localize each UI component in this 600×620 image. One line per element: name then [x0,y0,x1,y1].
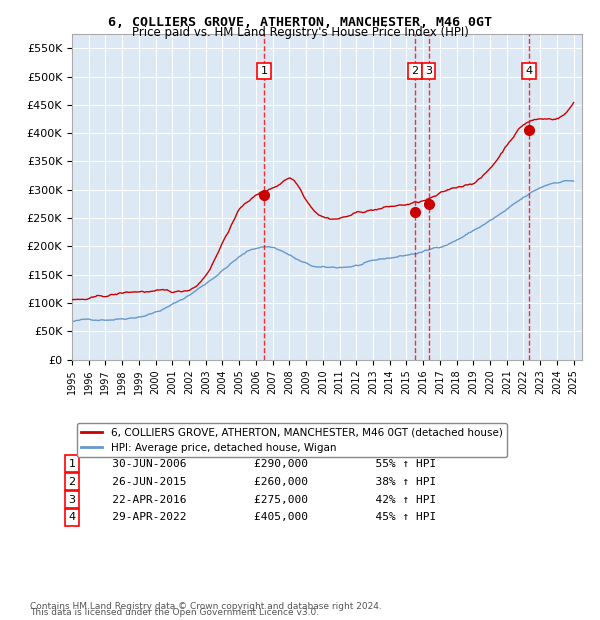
Text: This data is licensed under the Open Government Licence v3.0.: This data is licensed under the Open Gov… [30,608,319,617]
Text: 4: 4 [526,66,533,76]
Text: 29-APR-2022          £405,000          45% ↑ HPI: 29-APR-2022 £405,000 45% ↑ HPI [92,513,437,523]
Text: 1: 1 [68,459,76,469]
Text: 22-APR-2016          £275,000          42% ↑ HPI: 22-APR-2016 £275,000 42% ↑ HPI [92,495,437,505]
Legend: 6, COLLIERS GROVE, ATHERTON, MANCHESTER, M46 0GT (detached house), HPI: Average : 6, COLLIERS GROVE, ATHERTON, MANCHESTER,… [77,423,506,457]
Text: 6, COLLIERS GROVE, ATHERTON, MANCHESTER, M46 0GT: 6, COLLIERS GROVE, ATHERTON, MANCHESTER,… [108,16,492,29]
Text: 3: 3 [425,66,432,76]
Text: 26-JUN-2015          £260,000          38% ↑ HPI: 26-JUN-2015 £260,000 38% ↑ HPI [92,477,437,487]
Text: 4: 4 [68,513,76,523]
Text: 2: 2 [411,66,418,76]
Text: 2: 2 [68,477,76,487]
Text: 30-JUN-2006          £290,000          55% ↑ HPI: 30-JUN-2006 £290,000 55% ↑ HPI [92,459,437,469]
Text: Price paid vs. HM Land Registry's House Price Index (HPI): Price paid vs. HM Land Registry's House … [131,26,469,39]
Text: Contains HM Land Registry data © Crown copyright and database right 2024.: Contains HM Land Registry data © Crown c… [30,601,382,611]
Text: 3: 3 [68,495,76,505]
Text: 1: 1 [261,66,268,76]
